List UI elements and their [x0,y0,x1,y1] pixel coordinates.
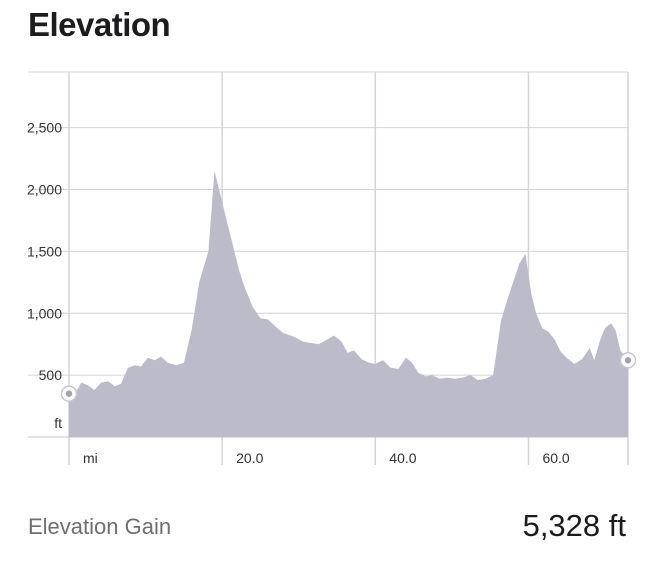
y-tick-label: 2,000 [27,182,62,198]
y-tick-label: 1,500 [27,243,62,259]
y-tick-label: 1,000 [27,305,62,321]
x-axis-label: mi [83,450,98,466]
elevation-area [69,171,628,437]
y-axis-label: ft [54,415,62,431]
y-tick-label: 2,500 [27,120,62,136]
start-marker-dot [65,390,73,397]
elevation-gain-value: 5,328 ft [522,508,626,543]
x-tick-label: 20.0 [236,450,263,466]
y-axis-ticks: 500 1,000 1,500 2,000 2,500 [27,120,62,383]
x-axis-ticks: 20.0 40.0 60.0 [236,450,570,466]
route-markers [60,352,637,402]
x-tick-label: 40.0 [389,450,416,466]
x-tick-label: 60.0 [542,450,569,466]
end-marker-dot [624,357,632,364]
elevation-gain-label: Elevation Gain [28,514,172,539]
chart-title: Elevation [28,6,171,43]
y-tick-label: 500 [39,367,63,383]
